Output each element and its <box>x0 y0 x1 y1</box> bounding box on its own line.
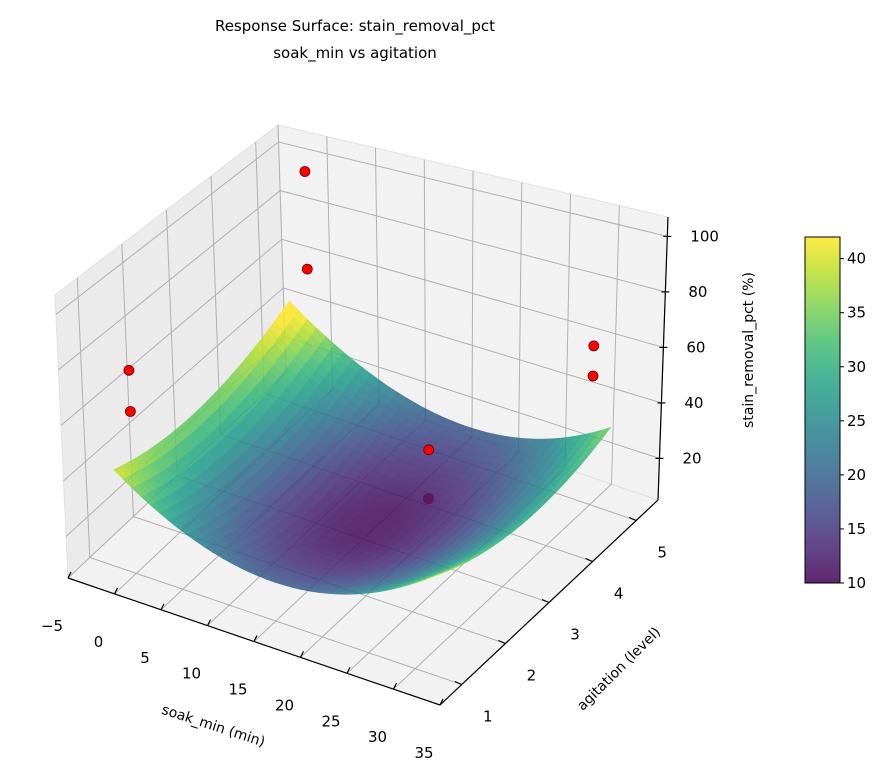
x-tick-label: 20 <box>275 696 294 714</box>
colorbar-tick-label: 30 <box>847 358 866 376</box>
data-point <box>588 340 600 352</box>
colorbar-tick-label: 15 <box>847 520 866 538</box>
data-point <box>124 406 136 417</box>
z-tick-label: 100 <box>690 227 719 245</box>
x-tick-label: 0 <box>94 633 104 651</box>
colorbar-tick-label: 25 <box>847 412 866 430</box>
y-axis-label: agitation (level) <box>574 624 664 714</box>
y-tick-label: 2 <box>527 667 537 685</box>
x-tick <box>206 619 212 626</box>
colorbar-tick-label: 20 <box>847 466 866 484</box>
points-front <box>123 166 600 456</box>
z-axis-line <box>657 216 669 501</box>
z-gridline <box>63 287 662 482</box>
x-tick-label: 5 <box>140 649 150 667</box>
x-tick <box>160 603 165 611</box>
x-tick-label: 15 <box>228 681 247 699</box>
data-point <box>301 263 313 275</box>
z-axis-label: stain_removal_pct (%) <box>741 272 757 428</box>
y-tick-label: 4 <box>614 585 624 603</box>
x-tick-label: −5 <box>41 617 63 635</box>
colorbar-tick-label: 40 <box>847 250 866 268</box>
colorbar-gradient <box>804 236 841 584</box>
x-gridline <box>393 205 620 690</box>
z-tick-label: 40 <box>684 394 703 412</box>
x-tick-label: 25 <box>321 712 340 730</box>
chart-title: Response Surface: stain_removal_pct <box>215 17 495 36</box>
y-tick <box>585 557 593 563</box>
z-tick-label: 80 <box>688 283 707 301</box>
x-tick <box>346 666 351 674</box>
response-surface <box>113 300 612 595</box>
data-point <box>423 444 435 456</box>
y-tick <box>628 516 637 522</box>
x-tick <box>299 651 305 658</box>
y-gridline <box>76 277 462 685</box>
x-tick <box>67 571 72 579</box>
z-tick-label: 20 <box>683 449 702 467</box>
data-point <box>587 370 599 382</box>
colorbar: 10 15 20 25 30 35 40 <box>804 236 866 592</box>
y-tick-label: 1 <box>483 708 493 726</box>
x-tick-label: 35 <box>414 744 433 762</box>
colorbar-tick-label: 10 <box>847 574 866 592</box>
x-tick-label: 10 <box>182 665 201 683</box>
data-point <box>123 364 135 376</box>
y-tick <box>454 680 463 686</box>
z-gridline <box>60 238 664 426</box>
chart-subtitle: soak_min vs agitation <box>273 44 437 63</box>
data-point <box>299 166 311 177</box>
x-tick-label: 30 <box>368 728 387 746</box>
z-gridline <box>58 190 666 371</box>
colorbar-tick-label: 35 <box>847 304 866 322</box>
surface-facet <box>426 573 441 580</box>
y-tick <box>541 598 550 604</box>
x-tick <box>253 635 258 642</box>
x-tick <box>439 698 444 706</box>
axes: −5 0 5 10 15 20 25 30 35 1 2 3 4 5 20 40 60 80 100 <box>41 216 719 762</box>
x-tick <box>392 682 398 690</box>
x-axis-label: soak_min (min) <box>160 702 267 751</box>
x-tick <box>113 587 119 595</box>
z-tick-label: 60 <box>686 338 705 356</box>
y-tick-label: 3 <box>570 626 580 644</box>
y-tick <box>498 639 506 645</box>
y-gridline <box>121 243 506 644</box>
y-tick-label: 5 <box>657 544 667 562</box>
z-gridline <box>55 141 668 315</box>
